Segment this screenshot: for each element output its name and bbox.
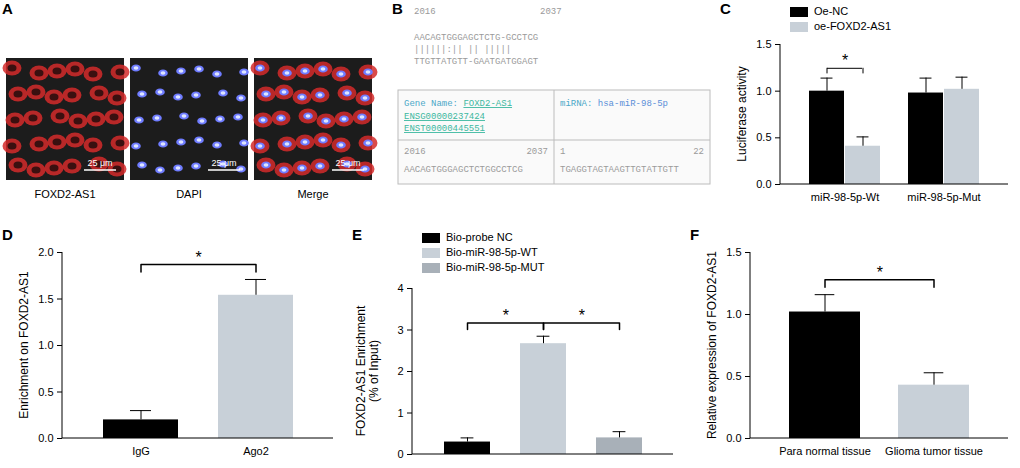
svg-text:(% of Input): (% of Input) (367, 340, 381, 402)
svg-text:miRNA: hsa-miR-98-5p: miRNA: hsa-miR-98-5p (560, 99, 668, 109)
svg-text:1: 1 (397, 407, 403, 419)
svg-text:1.0: 1.0 (38, 339, 53, 351)
svg-text:2037: 2037 (540, 7, 562, 17)
svg-text:1.0: 1.0 (726, 308, 741, 320)
svg-text:AACAGTGGGAGCTCTGGCCTCG: AACAGTGGGAGCTCTGGCCTCG (404, 165, 523, 175)
svg-text:*: * (579, 307, 585, 324)
svg-text:TGAGGTAGTAAGTTGTATTGTT: TGAGGTAGTAAGTTGTATTGTT (560, 165, 679, 175)
svg-text:IgG: IgG (132, 445, 150, 457)
svg-text:Ago2: Ago2 (243, 445, 269, 457)
svg-text:*: * (877, 264, 883, 281)
html-text:Bio-probe NC: Bio-probe NC (446, 231, 513, 243)
svg-text:*: * (503, 307, 509, 324)
svg-text:DAPI: DAPI (176, 188, 202, 200)
svg-text:1.5: 1.5 (38, 293, 53, 305)
svg-text:25 μm: 25 μm (335, 158, 360, 168)
html-text:B: B (392, 0, 403, 17)
svg-text:Luciferase activity: Luciferase activity (735, 66, 749, 161)
svg-text:*: * (842, 52, 848, 69)
html-text:Oe-NC: Oe-NC (814, 5, 849, 17)
svg-text:AACAGTGGGAGCTCTG-GCCTCG: AACAGTGGGAGCTCTG-GCCTCG (414, 33, 538, 43)
html-text:Bio-miR-98-5p-WT: Bio-miR-98-5p-WT (446, 246, 538, 258)
svg-text:1: 1 (560, 147, 565, 157)
svg-text:ENST00000445551: ENST00000445551 (404, 124, 485, 134)
svg-text:2.0: 2.0 (38, 246, 53, 258)
svg-text:0.5: 0.5 (726, 370, 741, 382)
svg-text:||||||:|| || |||||: ||||||:|| || ||||| (414, 45, 511, 55)
svg-text:22: 22 (693, 147, 704, 157)
svg-text:4: 4 (397, 282, 403, 294)
html-text:C: C (720, 0, 731, 17)
svg-text:2016: 2016 (414, 7, 436, 17)
svg-text:0: 0 (397, 448, 403, 460)
html-text:Bio-miR-98-5p-MUT: Bio-miR-98-5p-MUT (446, 261, 545, 273)
svg-text:Merge: Merge (297, 188, 328, 200)
svg-text:ENSG00000237424: ENSG00000237424 (404, 112, 485, 122)
html-text:D: D (2, 226, 13, 243)
svg-text:0.0: 0.0 (38, 432, 53, 444)
svg-text:1.5: 1.5 (756, 38, 771, 50)
svg-text:2037: 2037 (526, 147, 548, 157)
svg-text:TTGTTATGTT-GAATGATGGAGT: TTGTTATGTT-GAATGATGGAGT (414, 57, 539, 67)
svg-text:25 μm: 25 μm (87, 158, 112, 168)
svg-text:0.0: 0.0 (756, 178, 771, 190)
svg-text:0.0: 0.0 (726, 432, 741, 444)
svg-text:Gene Name: FOXD2-AS1: Gene Name: FOXD2-AS1 (404, 99, 512, 109)
svg-text:25 μm: 25 μm (211, 158, 236, 168)
svg-text:1.5: 1.5 (726, 246, 741, 258)
svg-text:0.5: 0.5 (756, 131, 771, 143)
svg-text:*: * (196, 249, 202, 266)
svg-text:Glioma tumor tissue: Glioma tumor tissue (885, 445, 983, 457)
html-text:oe-FOXD2-AS1: oe-FOXD2-AS1 (814, 20, 891, 32)
html-text:F: F (690, 226, 700, 243)
svg-text:FOXD2-AS1 Enrichment: FOXD2-AS1 Enrichment (354, 305, 368, 436)
svg-text:Para normal tissue: Para normal tissue (779, 445, 871, 457)
html-text:A: A (2, 0, 13, 17)
svg-text:miR-98-5p-Wt: miR-98-5p-Wt (811, 191, 879, 203)
svg-text:3: 3 (397, 324, 403, 336)
svg-text:miR-98-5p-Mut: miR-98-5p-Mut (907, 191, 980, 203)
svg-text:2016: 2016 (404, 147, 426, 157)
svg-text:Enrichment on FOXD2-AS1: Enrichment on FOXD2-AS1 (17, 271, 31, 419)
svg-text:1.0: 1.0 (756, 85, 771, 97)
svg-text:0.5: 0.5 (38, 386, 53, 398)
svg-text:Relative expression of FOXD2-A: Relative expression of FOXD2-AS1 (705, 251, 719, 439)
svg-text:FOXD2-AS1: FOXD2-AS1 (34, 188, 95, 200)
svg-text:2: 2 (397, 365, 403, 377)
html-text:E: E (352, 226, 362, 243)
